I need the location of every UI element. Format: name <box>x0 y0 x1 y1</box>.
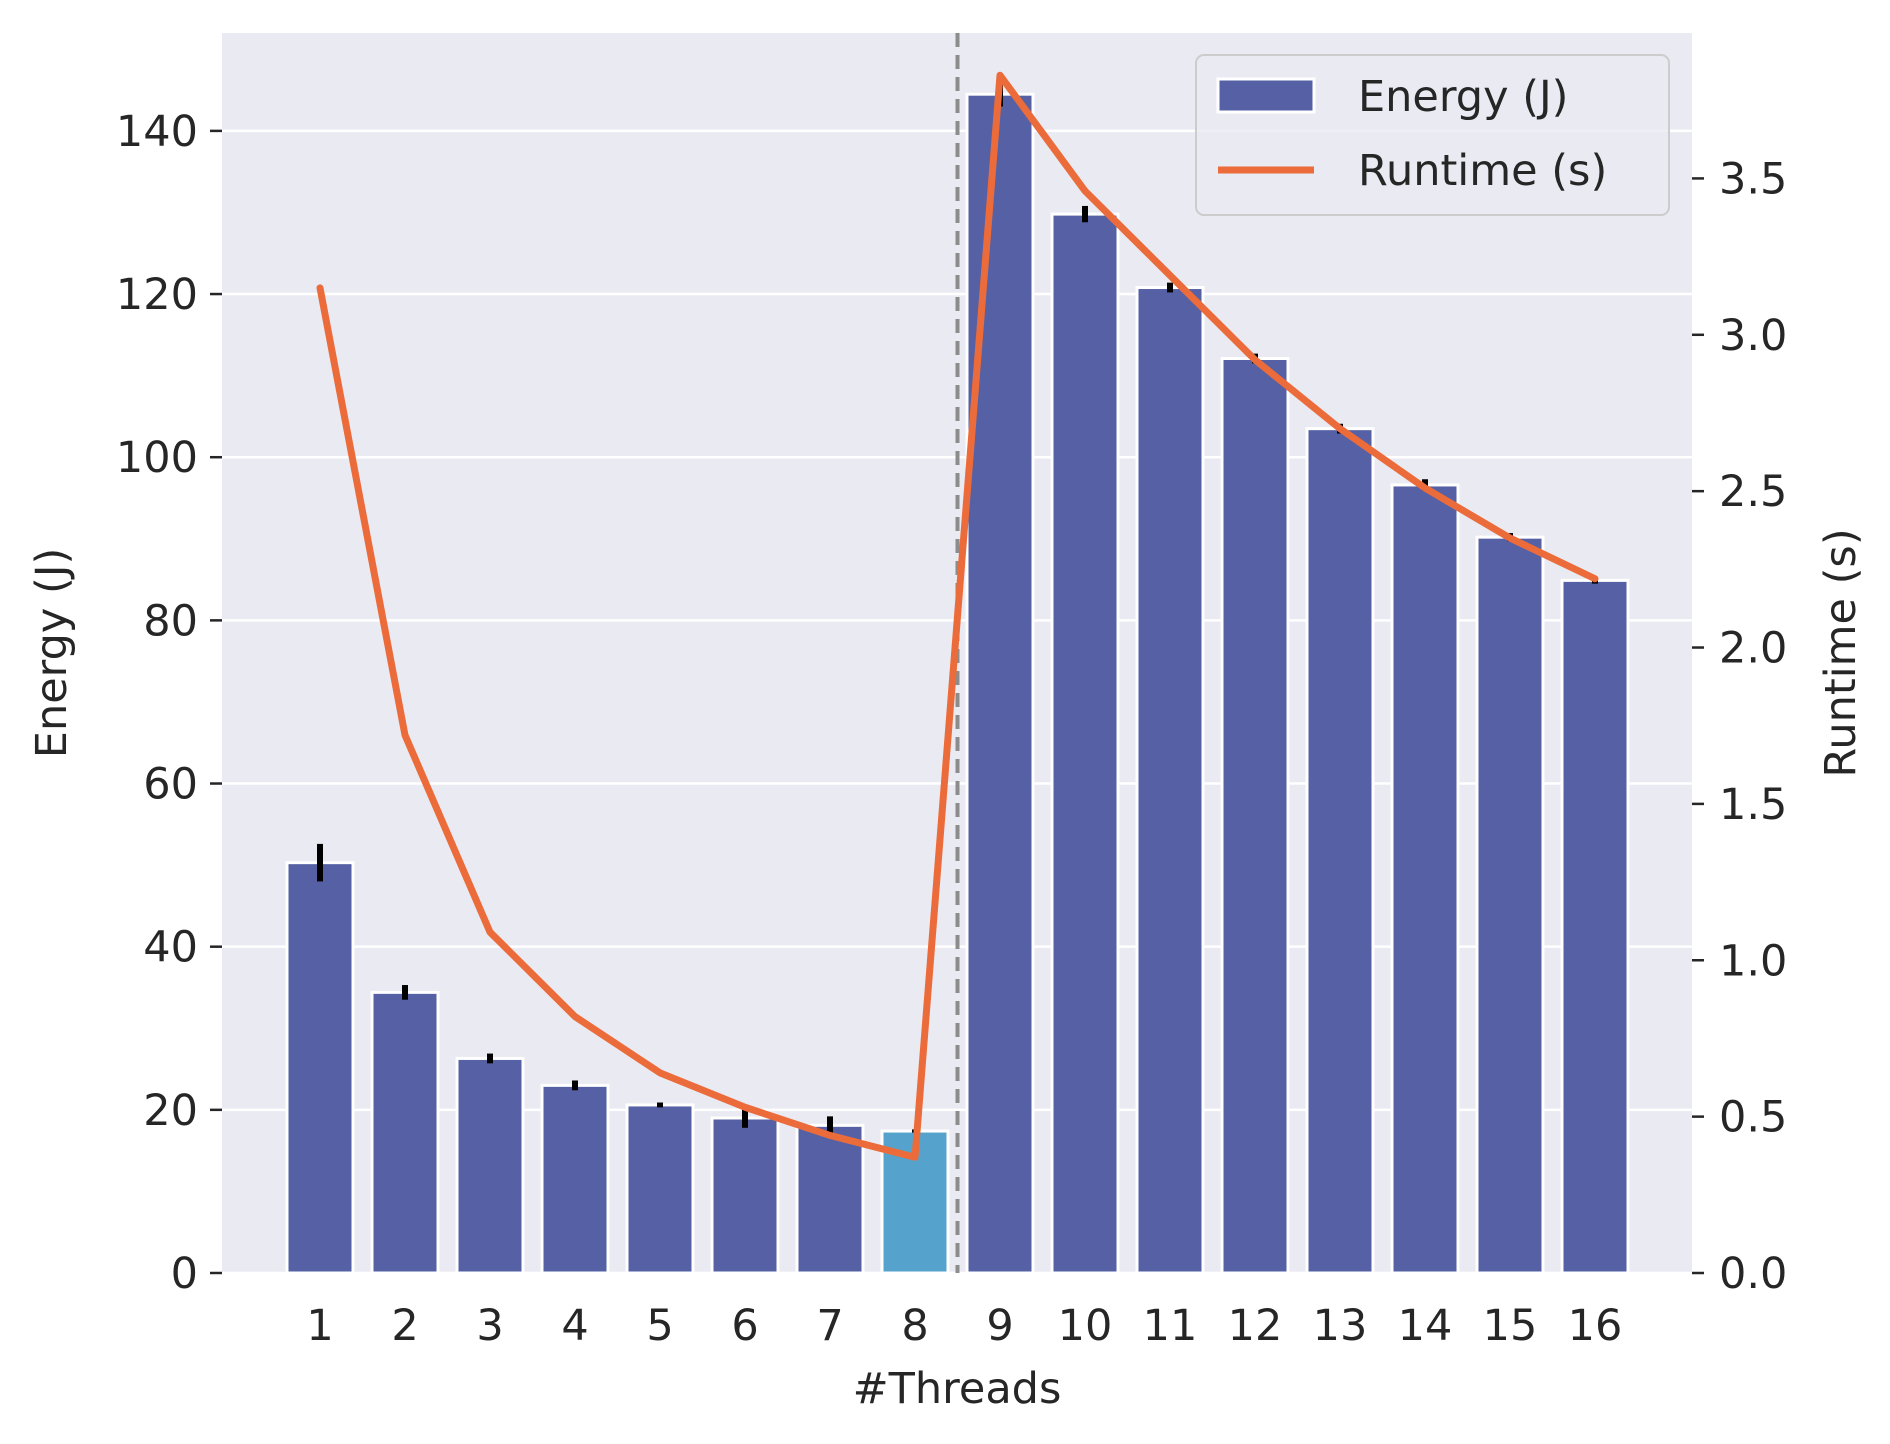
y-tick-label: 40 <box>143 923 198 973</box>
x-axis: 1 2 3 4 5 6 7 8 9 10 11 12 13 14 15 16 <box>306 1301 1622 1351</box>
y2-tick-label: 1.0 <box>1719 936 1787 986</box>
legend-energy-swatch <box>1216 77 1316 114</box>
energy-bar <box>710 1116 780 1275</box>
x-tick-label: 10 <box>1058 1301 1113 1351</box>
x-tick-label: 2 <box>391 1301 418 1351</box>
energy-bar <box>1050 212 1120 1275</box>
x-tick-label: 1 <box>306 1301 333 1351</box>
energy-bar <box>965 92 1035 1275</box>
y2-axis-title: Runtime (s) <box>1816 528 1866 777</box>
x-tick-label: 5 <box>646 1301 673 1351</box>
x-tick-label: 12 <box>1228 1301 1283 1351</box>
x-axis-title: #Threads <box>853 1364 1062 1414</box>
y2-tick-label: 1.5 <box>1719 780 1787 830</box>
y2-tick-label: 2.0 <box>1719 624 1787 674</box>
energy-bar <box>540 1083 610 1275</box>
energy-bar <box>455 1056 525 1275</box>
legend-runtime-label: Runtime (s) <box>1358 146 1607 196</box>
energy-bar <box>795 1123 865 1275</box>
y-tick-label: 120 <box>116 270 198 320</box>
y-tick-label: 20 <box>143 1086 198 1136</box>
energy-bar <box>1220 357 1290 1275</box>
y-tick-label: 0 <box>171 1249 198 1299</box>
y-tick-label: 140 <box>116 107 198 157</box>
bars <box>285 92 1630 1275</box>
x-tick-label: 9 <box>986 1301 1013 1351</box>
x-tick-label: 11 <box>1143 1301 1198 1351</box>
energy-bar <box>1135 286 1205 1275</box>
energy-bar <box>1560 578 1630 1275</box>
energy-bar <box>370 990 440 1275</box>
energy-bar <box>1305 427 1375 1275</box>
energy-bar <box>1475 535 1545 1275</box>
x-tick-label: 7 <box>816 1301 843 1351</box>
x-tick-label: 16 <box>1568 1301 1623 1351</box>
y2-tick-label: 0.0 <box>1719 1249 1787 1299</box>
x-tick-label: 14 <box>1398 1301 1453 1351</box>
right-y-axis: 0.0 0.5 1.0 1.5 2.0 2.5 3.0 3.5 <box>1692 154 1787 1299</box>
energy-bar <box>1390 483 1460 1275</box>
y2-tick-label: 0.5 <box>1719 1093 1787 1143</box>
x-tick-label: 8 <box>901 1301 928 1351</box>
runtime-line <box>316 71 1599 1161</box>
legend-energy-label: Energy (J) <box>1358 72 1568 122</box>
y2-tick-label: 3.0 <box>1719 311 1787 361</box>
energy-bar <box>625 1103 695 1275</box>
x-tick-label: 3 <box>476 1301 503 1351</box>
y-axis-title: Energy (J) <box>27 548 77 758</box>
y-tick-label: 80 <box>143 596 198 646</box>
y2-tick-label: 3.5 <box>1719 154 1787 204</box>
x-tick-label: 4 <box>561 1301 588 1351</box>
x-tick-label: 15 <box>1483 1301 1538 1351</box>
legend: Energy (J) Runtime (s) <box>1195 54 1670 216</box>
x-tick-label: 13 <box>1313 1301 1368 1351</box>
energy-bar <box>285 861 355 1275</box>
y-tick-label: 100 <box>116 433 198 483</box>
x-tick-label: 6 <box>731 1301 758 1351</box>
y2-tick-label: 2.5 <box>1719 467 1787 517</box>
y-tick-label: 60 <box>143 760 198 810</box>
left-y-axis: 0 20 40 60 80 100 120 140 <box>116 107 222 1299</box>
